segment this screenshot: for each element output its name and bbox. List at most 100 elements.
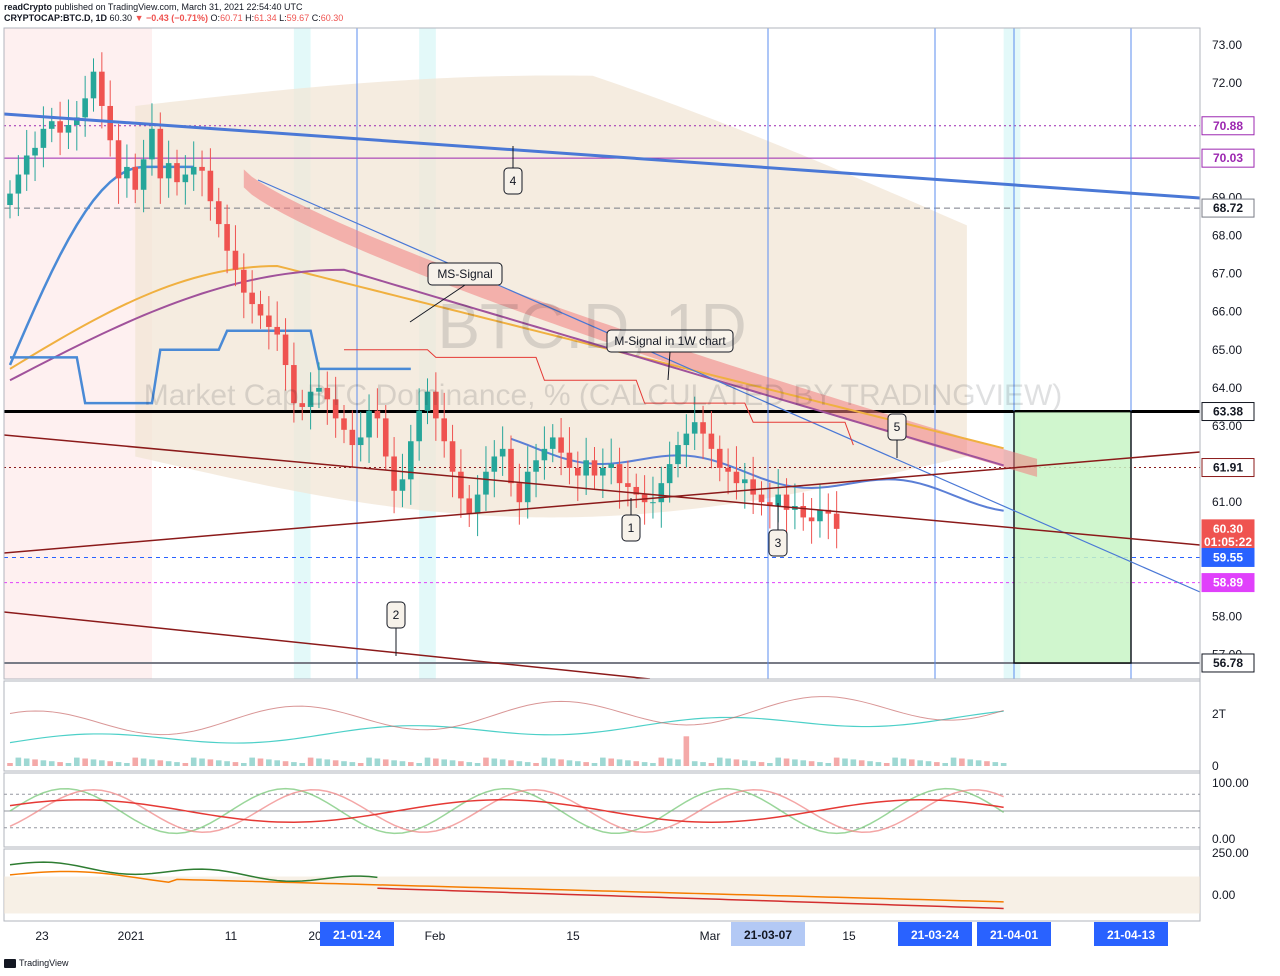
annotation-wave-5-text: 5 (894, 420, 901, 434)
obv-pane[interactable]: 250.00 0.00 (4, 846, 1249, 914)
volume-bar (558, 759, 564, 766)
time-highlight-tag[interactable]: 21-03-07 (731, 922, 805, 946)
price-tick-label: 67.00 (1212, 267, 1242, 281)
volume-bar (266, 759, 272, 766)
stoch-tick-label: 0.00 (1212, 832, 1236, 846)
obv-tick-label: 250.00 (1212, 846, 1249, 860)
volume-bar (316, 758, 322, 766)
candle (583, 460, 589, 476)
volume-bar (424, 757, 431, 766)
annotation-m-signal-1w-text: M-Signal in 1W chart (614, 334, 726, 348)
price-axis[interactable]: 73.0072.0071.0070.0069.0068.0067.0066.00… (1201, 38, 1255, 673)
time-highlight-text: 21-03-07 (744, 928, 792, 942)
obv-tick-label: 0.00 (1212, 888, 1236, 902)
footer-brand[interactable]: TradingView (4, 958, 69, 968)
price-tick-label: 64.00 (1212, 381, 1242, 395)
candle (274, 326, 280, 335)
candle (725, 467, 731, 472)
time-tick-label: 20 (308, 929, 322, 943)
price-label-text: 63.38 (1213, 405, 1243, 419)
ohlc-high: 61.34 (254, 13, 277, 23)
volume-pane[interactable]: 2T 0 (7, 696, 1227, 773)
annotation-m-signal-1w[interactable]: M-Signal in 1W chart (606, 329, 734, 381)
candle (616, 464, 623, 484)
candle (783, 494, 790, 510)
candle (74, 117, 80, 126)
candle (691, 422, 698, 434)
volume-bar (549, 758, 556, 766)
volume-bar (416, 763, 422, 766)
volume-bar (32, 759, 38, 766)
trendline-lower-channel (4, 434, 1200, 546)
price-label-text: 60.30 (1213, 522, 1243, 536)
stoch-rsi-pane[interactable]: 100.00 0.00 (4, 776, 1249, 846)
annotation-ms-signal-pointer (409, 284, 466, 323)
volume-bar (48, 761, 55, 766)
volume-bar (357, 763, 364, 766)
time-highlight-box (320, 922, 394, 946)
volume-bar (441, 759, 447, 766)
time-tick-label: 15 (566, 929, 580, 943)
volume-bar (975, 760, 982, 766)
price-tick-label: 63.00 (1212, 419, 1242, 433)
volume-bar (633, 761, 640, 766)
time-tick-label: 11 (225, 929, 238, 943)
volume-bar (399, 761, 406, 766)
volume-bar (867, 761, 873, 766)
candle (433, 391, 439, 419)
candle (758, 494, 765, 503)
candle (700, 422, 706, 434)
stoch-k-line (9, 787, 1005, 835)
candle (566, 452, 573, 468)
price-label-text: 68.72 (1213, 201, 1243, 215)
candle (165, 163, 172, 179)
main-price-pane[interactable]: MS-Signal M-Signal in 1W chart 1 2 3 4 5 (2, 28, 1200, 679)
annotation-wave-4[interactable]: 4 (503, 146, 523, 195)
candle (99, 71, 105, 106)
time-axis[interactable]: 23 2021 11 20 Feb 15 Mar 15 21-01-24 21-03-07 21-0… (35, 922, 1168, 946)
price-label-box (1201, 458, 1255, 478)
time-highlight-tag[interactable]: 21-01-24 (320, 922, 394, 946)
time-highlight-tag[interactable]: 21-03-24 (898, 922, 972, 946)
annotation-wave-3-text: 3 (775, 536, 782, 550)
price-label-tag: 63.38 (1201, 402, 1255, 422)
volume-bar (575, 761, 581, 766)
candle (533, 460, 539, 472)
candle (124, 166, 130, 179)
candle (149, 128, 155, 160)
candle (57, 121, 63, 133)
time-highlight-box (731, 922, 805, 946)
annotation-ms-signal[interactable]: MS-Signal (409, 262, 503, 323)
candle (399, 479, 406, 491)
volume-bar (616, 759, 623, 766)
candle (508, 448, 514, 484)
volume-bar (984, 761, 990, 766)
candle (541, 448, 548, 461)
annotation-m-signal-1w-pointer (667, 351, 671, 381)
volume-bar (516, 761, 523, 766)
annotation-wave-2[interactable]: 2 (386, 601, 406, 656)
candle (416, 410, 422, 442)
volume-bar (658, 757, 665, 766)
ma-purple-line (9, 268, 1004, 467)
price-label-box (1201, 148, 1255, 168)
time-highlight-tag[interactable]: 21-04-01 (977, 922, 1051, 946)
author-name[interactable]: readCrypto (4, 2, 53, 12)
time-highlight-tag[interactable]: 21-04-13 (1094, 922, 1168, 946)
candle (549, 437, 556, 449)
annotation-wave-5[interactable]: 5 (887, 413, 907, 458)
price-label-tag: 59.55 (1201, 547, 1255, 567)
ohlc-high-label: H: (245, 13, 255, 23)
price-label-box (1201, 402, 1255, 422)
candle (683, 433, 690, 446)
candle (524, 471, 531, 503)
annotation-wave-1[interactable]: 1 (621, 498, 641, 542)
candle (708, 433, 715, 449)
volume-bar (858, 760, 865, 766)
shade-band (4, 28, 152, 679)
volume-bar (391, 760, 397, 766)
annotation-wave-3[interactable]: 3 (768, 503, 788, 557)
volume-bar (683, 736, 690, 766)
volume-bar (349, 762, 356, 766)
